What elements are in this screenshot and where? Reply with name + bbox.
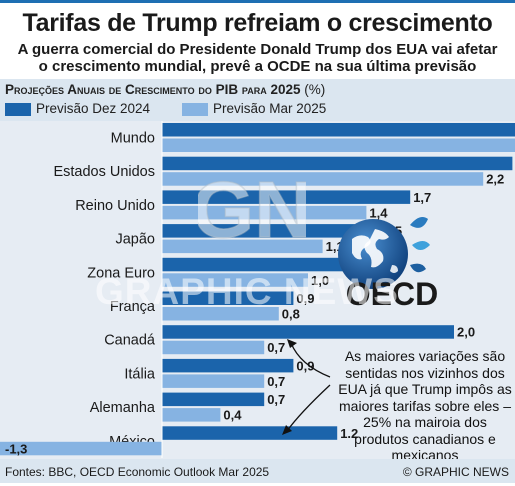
bar-canada-dec-2024 — [162, 325, 454, 339]
value-label-alemanha-mar-2025: 0,4 — [223, 408, 242, 423]
legend-label-mar-2025: Previsão Mar 2025 — [213, 101, 327, 116]
source-text: Fontes: BBC, OECD Economic Outlook Mar 2… — [5, 465, 270, 479]
value-label-franca-dec-2024: 0,9 — [296, 291, 314, 306]
bar-mexico-mar-2025 — [0, 441, 163, 456]
bar-italia-mar-2025 — [162, 374, 265, 388]
value-label-estados-unidos-mar-2025: 2,2 — [486, 172, 504, 187]
bar-japao-mar-2025 — [162, 239, 323, 254]
category-label-franca: França — [110, 299, 156, 315]
category-label-reino-unido: Reino Unido — [75, 198, 155, 214]
value-label-franca-mar-2025: 0,8 — [282, 307, 300, 322]
value-label-italia-mar-2025: 0,7 — [267, 374, 285, 389]
chart-header: Projeções Anuais de Crescimento do PIB p… — [0, 79, 515, 121]
value-label-mexico-mar-2025: -1,3 — [5, 441, 27, 456]
legend-swatch-mar-2025 — [182, 103, 208, 116]
bar-estados-unidos-mar-2025 — [162, 172, 484, 186]
category-label-estados-unidos: Estados Unidos — [53, 164, 155, 180]
value-label-japao-dec-2024: 1,5 — [384, 224, 402, 239]
value-label-zona-euro-dec-2024: 1,3 — [355, 257, 373, 272]
chart-title-text: Projeções Anuais de Crescimento do PIB p… — [5, 82, 301, 97]
category-label-italia: Itália — [124, 366, 156, 382]
bar-italia-dec-2024 — [162, 358, 294, 373]
value-label-mexico-dec-2024: 1.2 — [340, 426, 358, 441]
value-label-italia-dec-2024: 0,9 — [296, 358, 314, 373]
bar-alemanha-mar-2025 — [162, 408, 221, 422]
bar-reino-unido-dec-2024 — [162, 190, 411, 204]
value-label-japao-mar-2025: 1,1 — [326, 239, 344, 254]
page-subtitle: A guerra comercial do Presidente Donald … — [10, 41, 505, 75]
page-title: Tarifas de Trump refreiam o crescimento — [22, 9, 493, 37]
bar-mexico-dec-2024 — [162, 426, 338, 440]
chart-title-unit: (%) — [304, 82, 326, 97]
category-label-zona-euro: Zona Euro — [87, 265, 155, 281]
value-label-zona-euro-mar-2025: 1,0 — [311, 273, 329, 288]
value-label-reino-unido-mar-2025: 1,4 — [369, 205, 388, 220]
category-label-mundo: Mundo — [111, 131, 155, 147]
legend-label-dec-2024: Previsão Dez 2024 — [36, 101, 151, 116]
value-label-reino-unido-dec-2024: 1,7 — [413, 190, 431, 205]
category-label-alemanha: Alemanha — [90, 400, 156, 416]
chart-title: Projeções Anuais de Crescimento do PIB p… — [5, 82, 325, 97]
credit-text: © GRAPHIC NEWS — [402, 465, 509, 479]
bar-zona-euro-dec-2024 — [162, 257, 352, 272]
category-label-japao: Japão — [115, 232, 155, 248]
value-label-alemanha-dec-2024: 0,7 — [267, 392, 285, 407]
bar-franca-mar-2025 — [162, 307, 279, 321]
bar-alemanha-dec-2024 — [162, 392, 265, 407]
bar-franca-dec-2024 — [162, 291, 294, 305]
footer: Fontes: BBC, OECD Economic Outlook Mar 2… — [0, 459, 515, 483]
legend-swatch-dec-2024 — [5, 103, 31, 116]
annotation-text: As maiores variações são sentidas nos vi… — [338, 348, 512, 463]
bar-canada-mar-2025 — [162, 340, 265, 355]
bar-reino-unido-mar-2025 — [162, 205, 367, 220]
bar-estados-unidos-dec-2024 — [162, 156, 513, 171]
subtitle-line-2: o crescimento mundial, prevê a OCDE na s… — [38, 58, 477, 75]
bar-japao-dec-2024 — [162, 224, 381, 238]
category-label-canada: Canadá — [104, 333, 156, 349]
bar-mundo-dec-2024 — [162, 123, 515, 137]
value-label-canada-dec-2024: 2,0 — [457, 325, 475, 340]
bar-mundo-mar-2025 — [162, 138, 515, 152]
value-label-canada-mar-2025: 0,7 — [267, 340, 285, 355]
subtitle-line-1: A guerra comercial do Presidente Donald … — [17, 41, 498, 58]
bar-zona-euro-mar-2025 — [162, 273, 308, 287]
